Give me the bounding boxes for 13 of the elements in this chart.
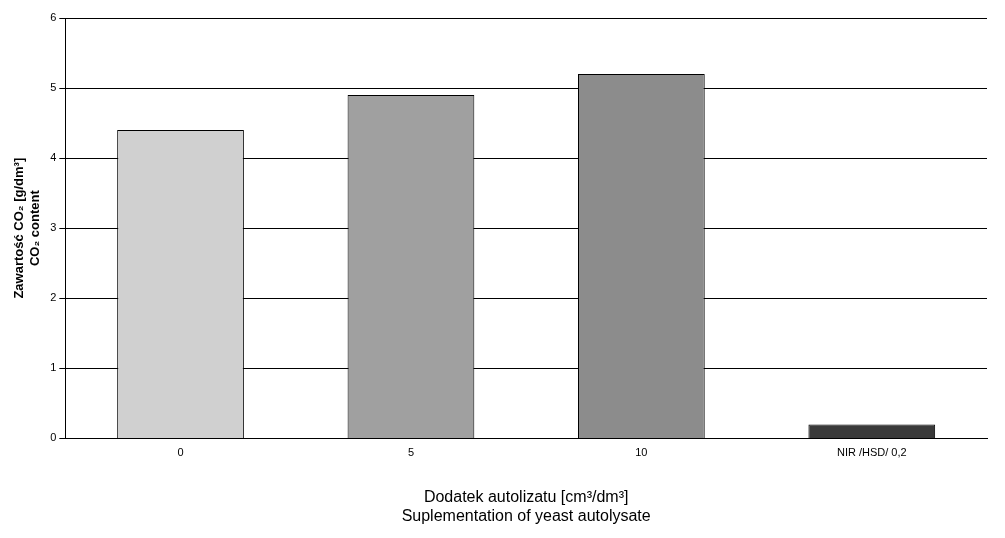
y-tick-label: 0: [50, 431, 57, 444]
y-tick-label: 1: [50, 361, 57, 374]
x-tick-label: 0: [177, 446, 184, 459]
y-tick-label: 3: [50, 221, 57, 234]
y-axis-title: Zawartość CO₂ [g/dm³] CO₂ content: [11, 157, 42, 299]
y-tick-label: 2: [50, 291, 57, 304]
x-axis-title: Dodatek autolizatu [cm³/dm³] Suplementation of yeast autolysate: [401, 487, 651, 524]
y-tick-label: 4: [50, 151, 57, 164]
x-tick-label: 5: [407, 446, 415, 459]
x-tick-label: NIR /HSD/ 0,2: [836, 446, 907, 459]
y-tick-label: 6: [50, 11, 57, 24]
y-tick-label: 5: [50, 81, 57, 94]
x-tick-label: 10: [635, 446, 648, 459]
